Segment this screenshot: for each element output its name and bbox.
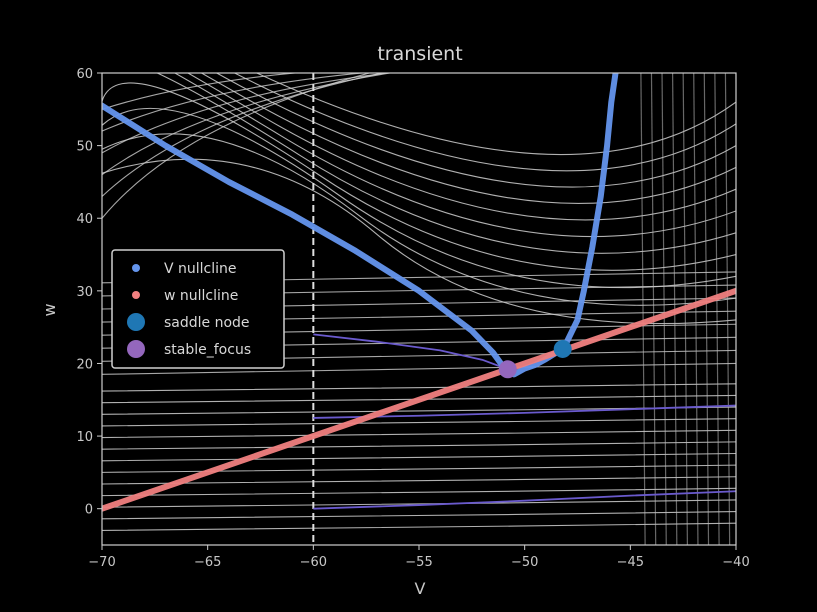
- streamline: [102, 73, 736, 254]
- x-tick-label: −55: [405, 555, 432, 570]
- y-tick-label: 60: [76, 67, 93, 82]
- streamline: [102, 82, 736, 271]
- y-tick-label: 10: [76, 430, 93, 445]
- streamline: [233, 73, 736, 172]
- y-tick-label: 20: [76, 357, 93, 372]
- streamline: [661, 73, 667, 545]
- x-tick-label: −40: [722, 555, 749, 570]
- y-tick-label: 0: [85, 503, 93, 518]
- streamline: [102, 73, 392, 154]
- streamline: [714, 73, 720, 545]
- streamline: [200, 73, 736, 204]
- legend-marker: [127, 340, 145, 358]
- streamline: [693, 73, 699, 545]
- v-nullcline-line: [102, 73, 619, 378]
- chart-title: transient: [377, 43, 462, 65]
- y-axis-label: w: [40, 303, 59, 316]
- w-nullcline-line: [102, 287, 736, 512]
- streamline: [703, 73, 710, 545]
- streamline: [102, 73, 372, 219]
- legend-marker: [127, 313, 145, 331]
- streamline: [102, 133, 736, 306]
- trajectory-0: [313, 333, 509, 371]
- y-tick-label: 50: [76, 140, 93, 155]
- legend-label: stable_focus: [164, 342, 251, 358]
- streamline: [102, 107, 736, 289]
- streamline: [173, 73, 736, 238]
- axes: −70 −65 −60 −55 −50 −45 −40 0 10 20 30 40 50 60: [76, 67, 749, 570]
- legend-label: saddle node: [164, 315, 250, 331]
- legend-marker: [132, 264, 140, 272]
- streamline: [102, 73, 301, 110]
- y-tick-label: 30: [76, 285, 93, 300]
- legend-box: [111, 249, 285, 369]
- streamline: [102, 158, 736, 325]
- stable-focus-point: [498, 360, 517, 379]
- x-tick-label: −60: [300, 555, 327, 570]
- streamline: [640, 73, 646, 545]
- x-tick-label: −65: [194, 555, 221, 570]
- streamline: [186, 73, 736, 221]
- streamline: [102, 73, 394, 176]
- streamline: [102, 383, 736, 392]
- streamline: [215, 73, 736, 188]
- x-tick-label: −50: [511, 555, 538, 570]
- legend-marker: [132, 291, 140, 299]
- streamline: [102, 394, 736, 404]
- x-tick-label: −70: [88, 555, 115, 570]
- x-axis-label: V: [415, 579, 426, 598]
- y-tick-label: 40: [76, 212, 93, 227]
- saddle-node-point: [553, 339, 572, 358]
- plot-area: [102, 73, 736, 545]
- x-tick-label: −45: [617, 555, 644, 570]
- legend-label: V nullcline: [164, 261, 237, 277]
- streamline: [724, 73, 731, 545]
- trajectory-1: [313, 404, 736, 419]
- legend: V nullcline w nullcline saddle node stable_…: [111, 249, 285, 369]
- streamline: [102, 73, 368, 132]
- legend-label: w nullcline: [164, 288, 238, 304]
- streamline: [650, 73, 657, 545]
- trajectory-2: [313, 490, 736, 510]
